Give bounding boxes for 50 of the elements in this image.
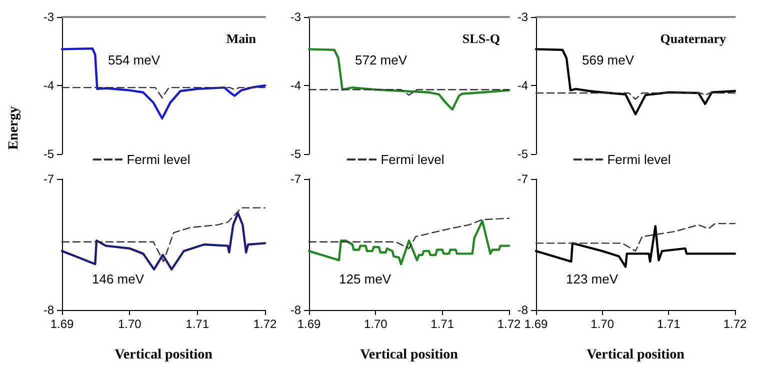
line-series: [308, 220, 510, 266]
x-tick-label: 1.70: [364, 317, 388, 331]
annotation: 123 meV: [566, 272, 618, 286]
annotation: 569 meV: [582, 52, 634, 68]
y-tick-label: -4: [517, 78, 528, 92]
y-tick-label: -4: [290, 78, 302, 92]
legend-label: Fermi level: [380, 152, 444, 167]
line-series: [60, 212, 266, 270]
annotation: 125 meV: [339, 272, 392, 286]
x-tick-label: 1.69: [524, 317, 548, 331]
x-tick-label: 1.71: [656, 317, 681, 331]
y-tick-label: -8: [290, 303, 302, 317]
y-tick-label: -7: [43, 172, 54, 186]
y-tick-label: -4: [43, 78, 54, 92]
y-tick-label: -7: [517, 172, 528, 186]
y-tick-label: -8: [517, 303, 528, 317]
x-axis-title: Vertical position: [114, 348, 213, 362]
y-tick-label: -5: [43, 147, 54, 161]
y-axis-title: Energy: [6, 106, 22, 150]
annotation: 554 meV: [108, 52, 160, 68]
x-tick-label: 1.72: [723, 317, 747, 331]
text: SLS-Q: [462, 31, 500, 46]
line-series: [308, 218, 510, 250]
legend-label: Fermi level: [607, 152, 671, 167]
y-tick-label: -3: [290, 10, 302, 24]
y-tick-label: -5: [290, 147, 302, 161]
y-tick-label: -7: [290, 172, 302, 186]
line-series: [60, 47, 266, 120]
line-series: [308, 48, 510, 111]
y-tick-label: -5: [517, 147, 528, 161]
x-tick-label: 1.69: [297, 317, 321, 331]
legend-label: Fermi level: [126, 152, 190, 167]
x-tick-label: 1.70: [118, 317, 142, 331]
y-tick-label: -3: [517, 10, 528, 24]
annotation: 146 meV: [92, 272, 144, 286]
line-series: [535, 222, 736, 252]
line-series: [61, 207, 266, 262]
x-tick-label: 1.71: [430, 317, 454, 331]
text: Main: [226, 31, 257, 46]
y-tick-label: -8: [43, 303, 54, 317]
x-tick-label: 1.72: [497, 317, 521, 331]
annotation: 572 meV: [355, 52, 408, 68]
x-tick-label: 1.71: [186, 317, 210, 331]
x-tick-label: 1.70: [590, 317, 614, 331]
x-tick-label: 1.72: [253, 317, 277, 331]
text: Quaternary: [660, 31, 726, 46]
y-tick-label: -3: [43, 10, 54, 24]
x-axis-title: Vertical position: [586, 348, 685, 362]
x-axis-title: Vertical position: [360, 348, 458, 362]
x-tick-label: 1.69: [50, 317, 74, 331]
